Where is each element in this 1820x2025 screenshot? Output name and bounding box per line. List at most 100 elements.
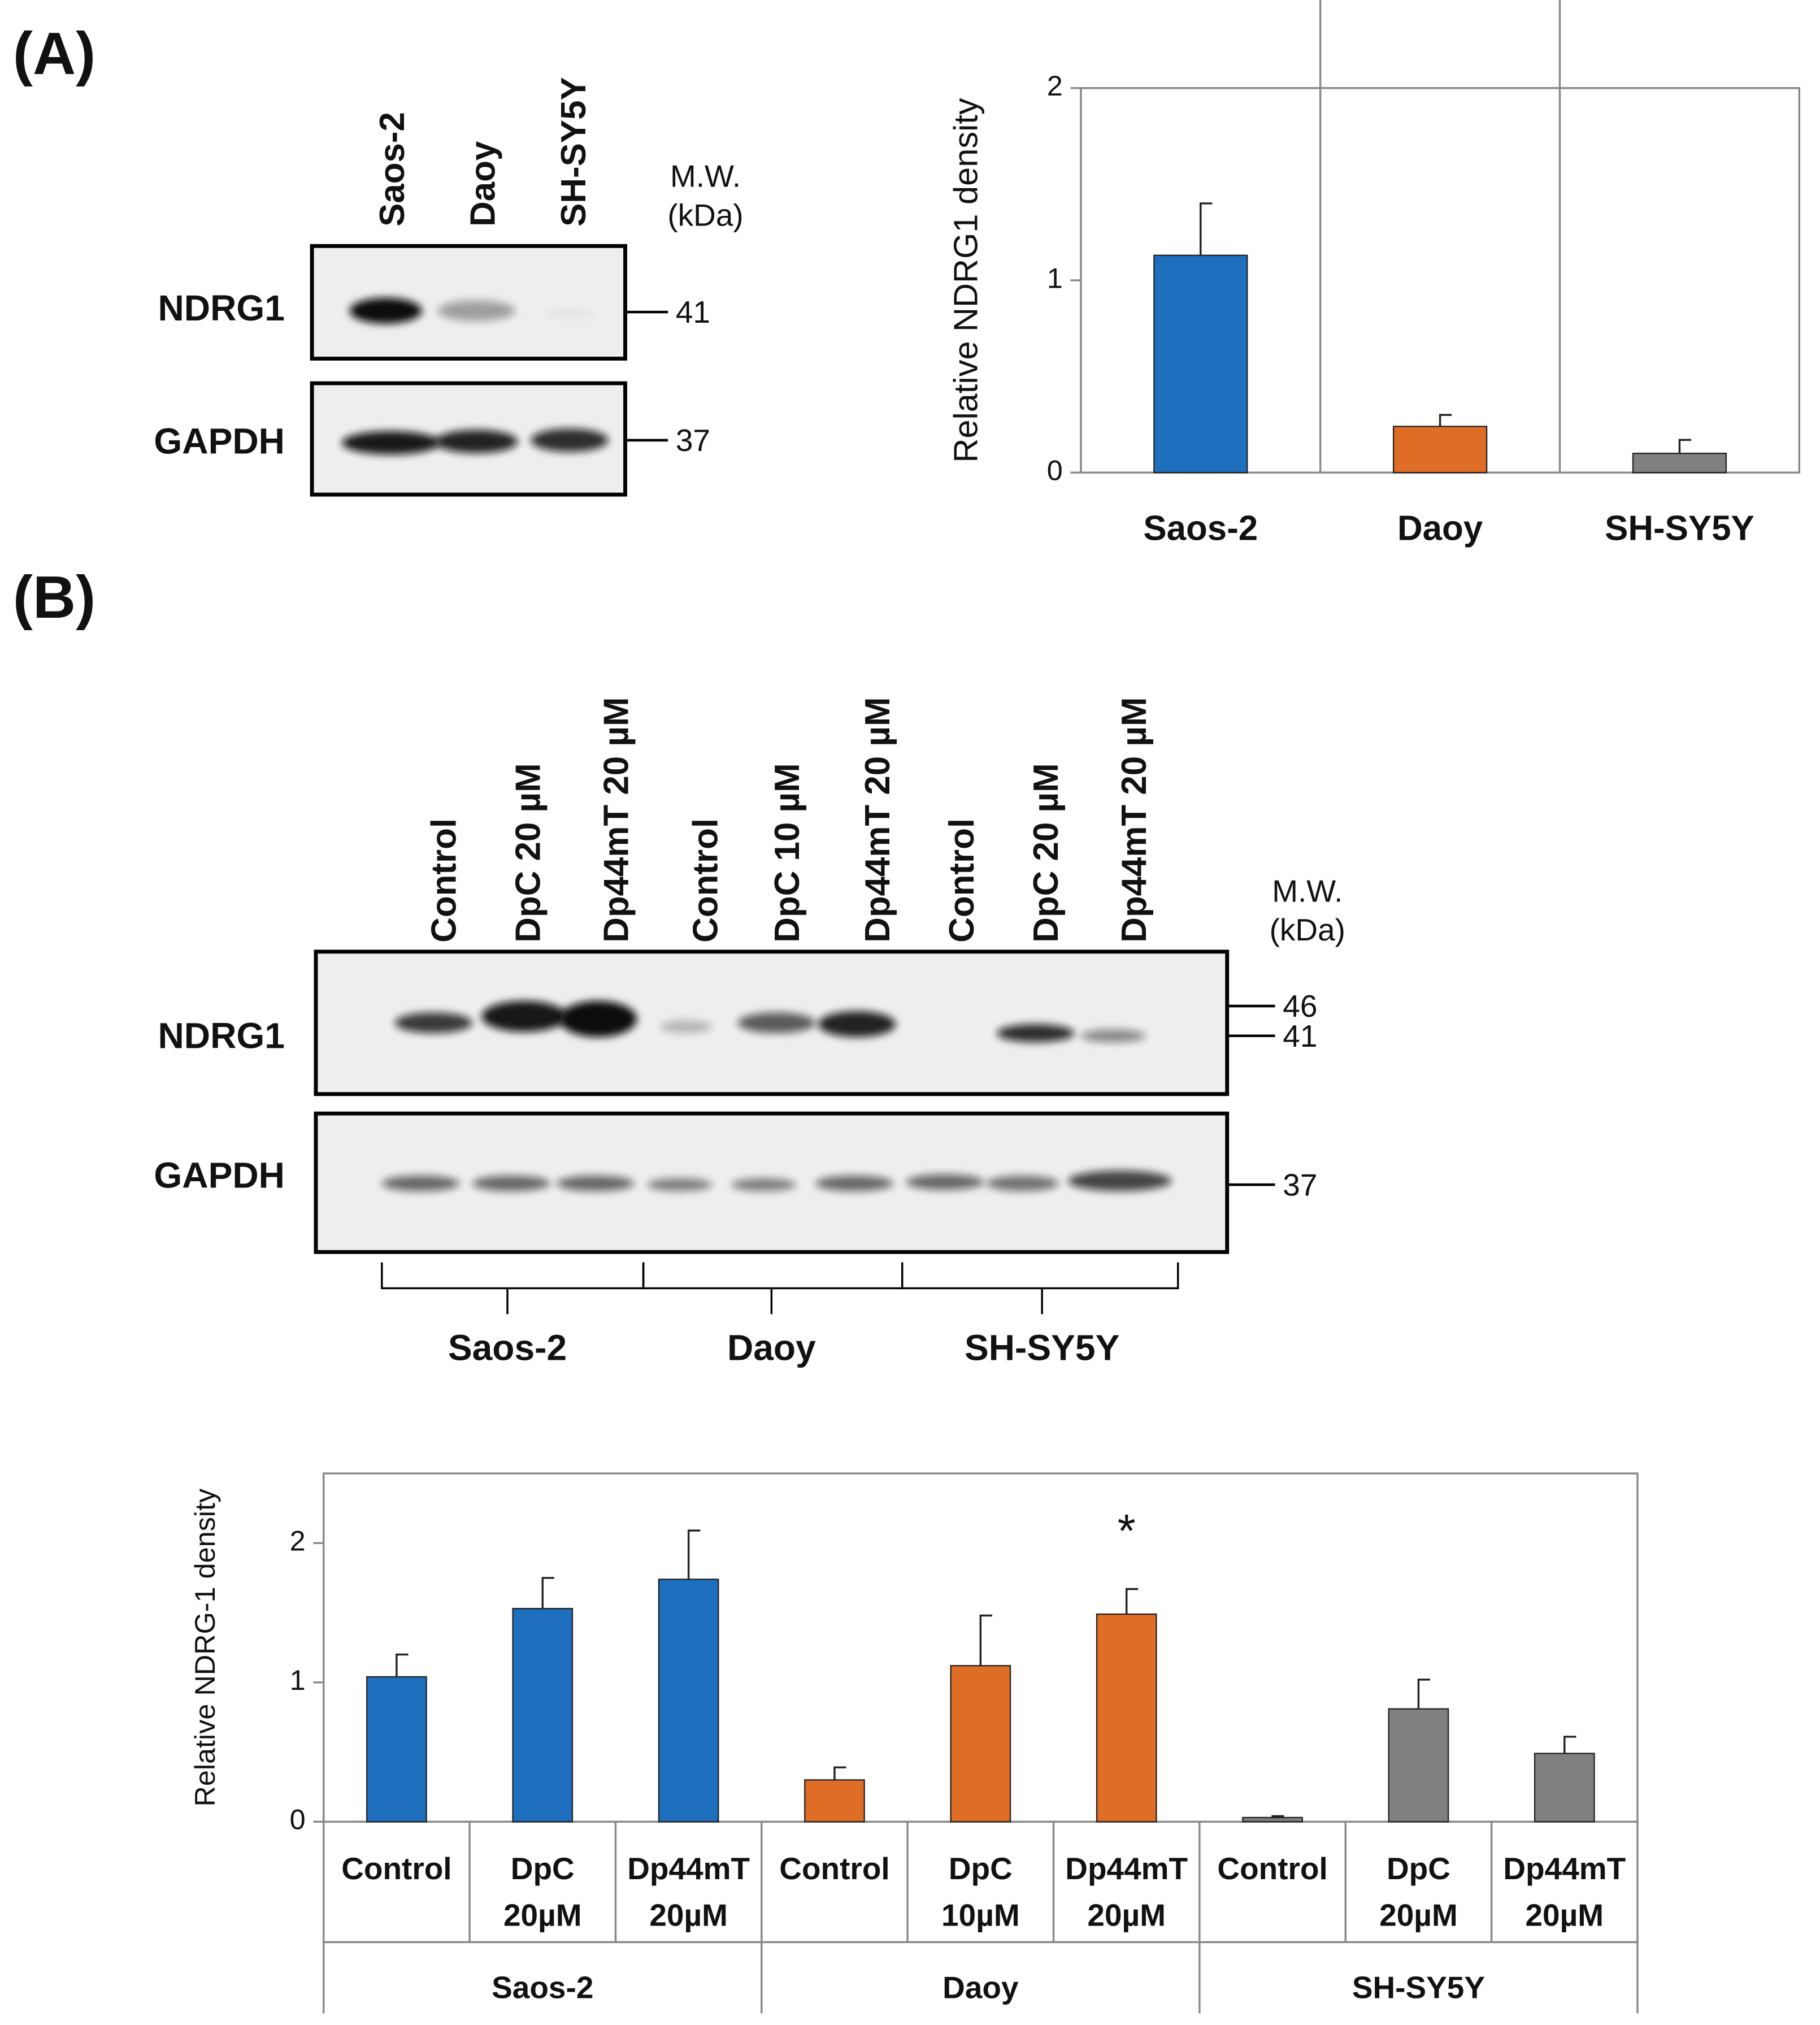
lane-label: Dp44mT 20 µM (1115, 697, 1154, 942)
x-tick-label: 10µM (941, 1897, 1020, 1932)
row-label: GAPDH (154, 1155, 285, 1196)
band (559, 1000, 637, 1038)
x-tick-label: 20µM (649, 1897, 728, 1932)
y-tick-label: 1 (290, 1664, 306, 1696)
band (1067, 1170, 1172, 1191)
bar (950, 1665, 1011, 1823)
band (341, 431, 440, 455)
lane-label: Daoy (463, 141, 502, 227)
bar (1242, 1816, 1303, 1823)
annotation: * (1118, 1505, 1136, 1557)
bar (1096, 1613, 1157, 1823)
bar (658, 1579, 719, 1823)
x-tick-label: Dp44mT (1503, 1851, 1626, 1886)
x-tick-label: Dp44mT (1065, 1851, 1188, 1886)
x-tick-label: Dp44mT (627, 1851, 750, 1886)
x-tick-label: Control (1217, 1851, 1327, 1886)
bar (1388, 1708, 1449, 1823)
y-axis-label: Relative NDRG1 density (946, 98, 984, 463)
error-bar (833, 1766, 846, 1780)
band (660, 1020, 712, 1034)
band (906, 1174, 984, 1190)
group-label: SH-SY5Y (1352, 1970, 1485, 2005)
band (818, 1011, 896, 1038)
x-tick-label: 20µM (503, 1897, 582, 1932)
band (731, 1178, 796, 1191)
panel-label: (A) (13, 21, 95, 87)
band (481, 1000, 567, 1032)
error-bar (1200, 202, 1213, 255)
y-tick-label: 0 (290, 1803, 306, 1836)
error-bar (1439, 414, 1452, 427)
bar (1534, 1753, 1595, 1823)
band (647, 1178, 712, 1191)
band (986, 1176, 1059, 1191)
lane-label: Control (942, 818, 981, 943)
y-axis-label: Relative NDRG-1 density (189, 1488, 221, 1807)
band (349, 297, 422, 324)
group-label: Saos-2 (492, 1970, 593, 2005)
group-label: Daoy (942, 1970, 1019, 2005)
mw-title: M.W. (1272, 873, 1343, 908)
x-tick-label: SH-SY5Y (1605, 509, 1754, 548)
error-bar (687, 1529, 701, 1580)
bracket (381, 1262, 645, 1315)
x-tick-label: 20µM (1379, 1897, 1458, 1932)
x-tick-label: Control (779, 1851, 889, 1886)
bar (366, 1676, 427, 1823)
band (394, 1012, 473, 1034)
bracket (901, 1262, 1179, 1315)
mw-title: (kDa) (1270, 912, 1345, 947)
lane-label: Saos-2 (373, 112, 412, 227)
group-label: Daoy (727, 1327, 816, 1368)
band (435, 430, 518, 453)
error-bar (541, 1577, 554, 1609)
row-label: NDRG1 (158, 1015, 285, 1056)
x-tick-label: Saos-2 (1143, 509, 1258, 548)
band (472, 1176, 550, 1191)
error-bar (1125, 1588, 1139, 1615)
y-tick-label: 1 (1047, 262, 1063, 294)
lane-label: DpC 20 µM (1027, 763, 1066, 942)
lane-label: Dp44mT 20 µM (858, 697, 897, 942)
band (381, 1176, 460, 1191)
error-bar (1563, 1736, 1576, 1754)
marker-label: 37 (1283, 1167, 1317, 1202)
bar (1153, 254, 1248, 474)
bracket (642, 1262, 904, 1315)
band (1080, 1029, 1146, 1043)
band (737, 1012, 816, 1034)
bar (512, 1608, 574, 1823)
row-label: NDRG1 (158, 288, 285, 328)
lane-label: Dp44mT 20 µM (597, 697, 636, 942)
lane-label: Control (686, 818, 725, 943)
x-tick-label: 20µM (1525, 1897, 1604, 1932)
marker-label: 41 (676, 294, 710, 329)
band (815, 1176, 893, 1191)
group-label: SH-SY5Y (965, 1327, 1119, 1368)
marker-label: 41 (1283, 1018, 1317, 1053)
x-tick-label: Control (341, 1851, 451, 1886)
lane-label: SH-SY5Y (554, 77, 593, 227)
lane-label: Control (425, 818, 464, 943)
bar (1632, 453, 1727, 474)
error-bar (1678, 439, 1692, 454)
x-tick-label: DpC (1387, 1851, 1450, 1886)
mw-title: (kDa) (667, 197, 743, 232)
y-tick-label: 0 (1047, 454, 1063, 487)
band (996, 1024, 1075, 1043)
marker-label: 37 (676, 423, 710, 458)
panel-label: (B) (13, 565, 95, 631)
x-tick-label: DpC (511, 1851, 575, 1886)
row-label: GAPDH (154, 421, 285, 462)
marker-label: 46 (1283, 988, 1317, 1024)
band (557, 1176, 635, 1191)
band (437, 300, 515, 322)
error-bar (396, 1653, 409, 1677)
band (544, 309, 596, 318)
error-bar (979, 1614, 992, 1666)
band (531, 428, 609, 452)
x-tick-label: 20µM (1087, 1897, 1166, 1932)
group-label: Saos-2 (448, 1327, 567, 1368)
mw-title: M.W. (670, 159, 741, 194)
